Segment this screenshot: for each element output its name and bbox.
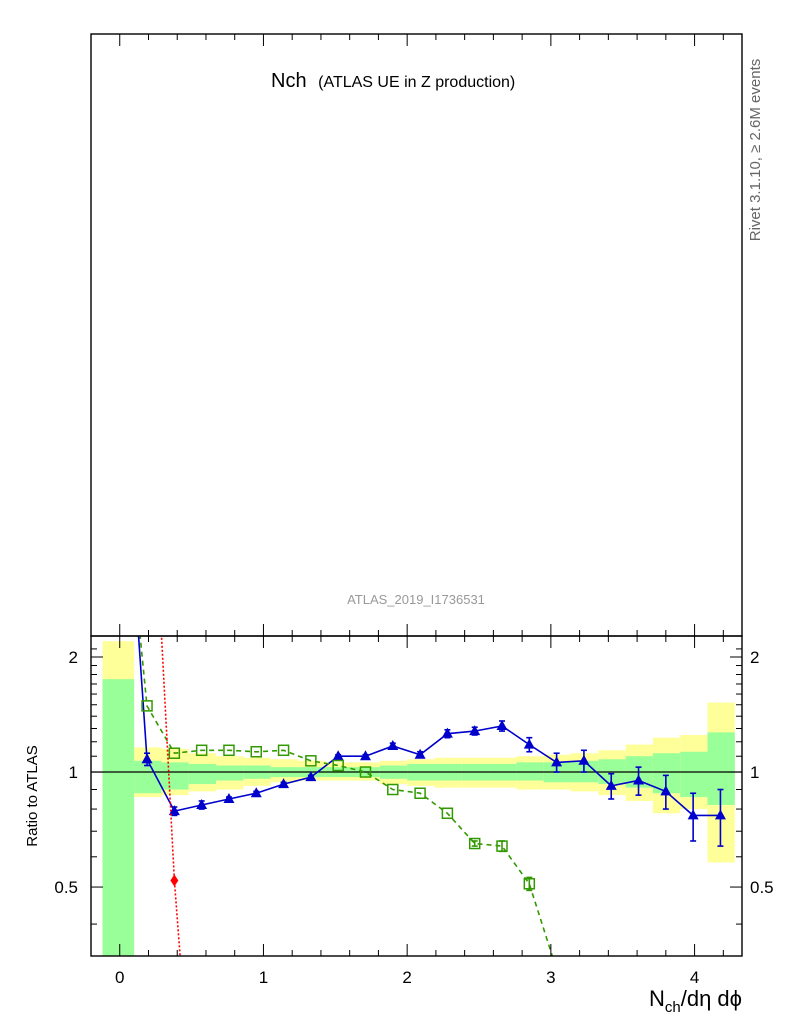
series-0-point-6 [278,778,290,789]
analysis-label: ATLAS_2019_I1736531 [347,592,485,607]
y-tick-label-left-2: 2 [69,648,78,667]
series-0-point-18 [605,779,617,790]
series-1-line [139,636,554,956]
series-0-point-2 [168,805,180,816]
series-0-point-15 [523,738,535,749]
x-tick-label-2: 2 [402,968,411,987]
series-0-point-9 [359,750,371,761]
band-inner-2 [161,762,189,790]
series-1-point-13 [468,837,481,850]
x-tick-label-0: 0 [115,968,124,987]
ratio-panel-frame [90,635,743,957]
x-axis-label: Nch/dη dϕ [649,986,742,1016]
series-0-point-3 [196,798,208,809]
series-0-point-1 [141,753,153,764]
series-1-point-12 [441,807,454,820]
x-axis-label-main: N [649,986,665,1011]
y-tick-label-right-1: 1 [750,763,759,782]
series-0-point-4 [223,792,235,803]
x-axis-label-sub: ch [665,999,681,1016]
y-tick-label-right-2: 2 [750,648,759,667]
band-inner-3 [188,763,217,785]
series-0-point-12 [441,727,453,738]
series-1-point-14 [496,840,508,852]
series-1-point-11 [414,787,426,799]
series-1-point-8 [332,759,344,772]
band-inner-4 [216,765,244,781]
y-tick-label-right-0: 0.5 [750,878,774,897]
chart-title: Nch (ATLAS UE in Z production) [271,70,515,92]
series-1-point-3 [195,744,208,757]
series-1-point-6 [277,744,290,757]
x-tick-label-1: 1 [259,968,268,987]
rivet-version-label: Rivet 3.1.10, ≥ 2.6M events [747,59,764,242]
series-1-point-9 [359,766,372,778]
band-inner-0 [102,679,135,956]
ratio-panel: 0 1 2 3 4 0.5 0.5 1 1 2 2 Ratio to ATLAS Nch/dη dϕ [24,34,774,1016]
x-axis-label-rest: /dη dϕ [681,986,742,1011]
x-tick-label-3: 3 [546,968,555,987]
ratio-y-axis-label: Ratio to ATLAS [24,745,41,846]
series-1-point-7 [305,755,317,767]
series-layer [137,636,726,956]
series-1-point-15 [523,878,536,890]
y-tick-label-left-1: 1 [69,763,78,782]
series-0-point-7 [305,771,317,782]
axis-ticks: 0 1 2 3 4 0.5 0.5 1 1 2 2 [54,34,774,987]
main-panel-frame [90,33,743,637]
series-0-point-13 [469,725,481,736]
series-0-point-14 [496,719,508,730]
series-1-point-1 [141,700,153,712]
series-0-point-5 [250,787,262,798]
chart-subtitle: (ATLAS UE in Z production) [318,74,515,91]
series-1-point-2 [168,747,181,759]
series-0-point-11 [414,748,426,759]
series-0-point-16 [551,756,563,767]
series-1-point-10 [387,783,399,796]
series-0-point-21 [687,809,699,820]
series-1-point-5 [250,746,263,758]
series-0-point-17 [578,754,590,765]
series-0-point-10 [387,739,399,750]
x-tick-label-4: 4 [690,968,699,987]
series-2-point-1 [170,874,179,887]
chart-title-main: Nch [271,70,307,92]
y-tick-label-left-0: 0.5 [54,878,78,897]
series-0-point-8 [332,750,344,761]
band-inner-21 [680,751,708,798]
series-1-point-4 [223,744,235,757]
series-2-line [160,636,181,956]
series-0-point-22 [714,809,726,820]
series-0-point-19 [633,774,645,785]
series-0-point-20 [660,785,672,796]
